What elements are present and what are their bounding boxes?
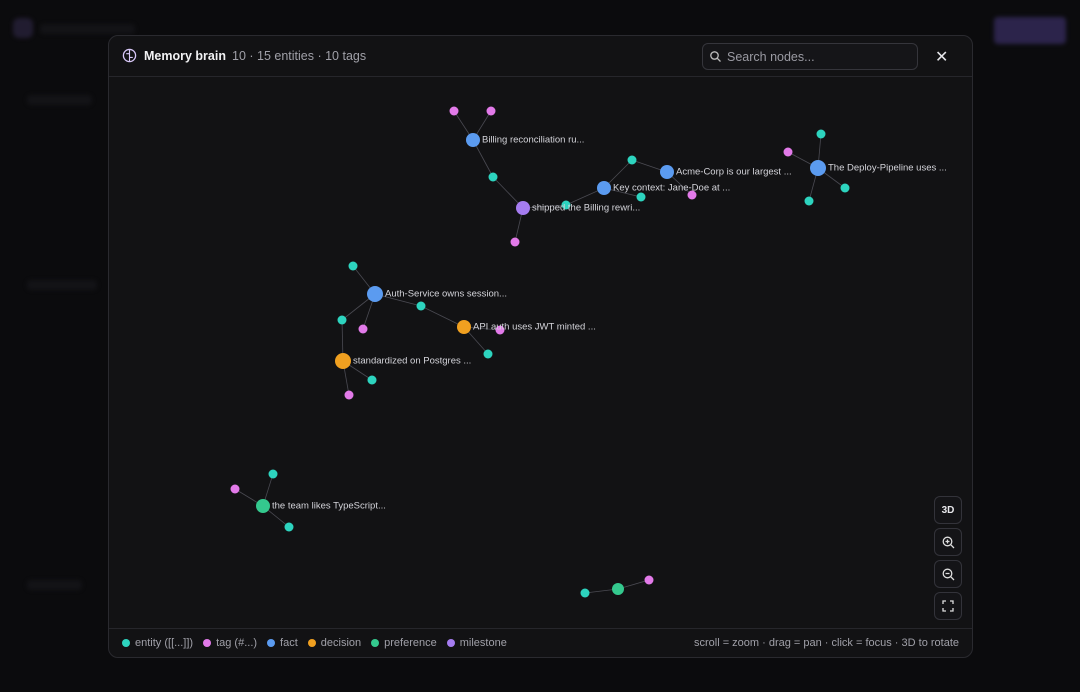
- modal-footer: entity ([[...]]) tag (#...) fact decision pr…: [109, 628, 972, 657]
- entity-node: [268, 469, 278, 479]
- memory-node: [457, 320, 471, 334]
- node-label: standardized on Postgres ...: [353, 356, 471, 367]
- modal-stats: 10 · 15 entities · 10 tags: [232, 49, 367, 63]
- entity-node: [416, 301, 426, 311]
- entity-node: [337, 315, 347, 325]
- tag-node: [486, 106, 496, 116]
- tag-node: [344, 390, 354, 400]
- entity-node: [804, 196, 814, 206]
- fit-button[interactable]: [934, 592, 962, 620]
- sidebar-item: [27, 95, 92, 105]
- legend-item: milestone: [446, 637, 507, 649]
- tag-node: [644, 575, 654, 585]
- tag-node: [510, 237, 520, 247]
- app-button: [994, 17, 1066, 44]
- legend-label: preference: [384, 637, 437, 649]
- zoom-out-button[interactable]: [934, 560, 962, 588]
- legend-item: entity ([[...]]): [122, 637, 193, 649]
- node-label: shipped the Billing rewri...: [532, 203, 640, 214]
- legend-dot: [267, 639, 276, 647]
- memory-node: [367, 286, 383, 302]
- app-name: [40, 24, 135, 34]
- entity-node: [636, 192, 646, 202]
- node-label: the team likes TypeScript...: [272, 501, 386, 512]
- legend-item: tag (#...): [203, 637, 257, 649]
- edge: [522, 204, 567, 209]
- node-label: API auth uses JWT minted ...: [473, 322, 596, 333]
- search-icon: [710, 51, 721, 62]
- entity-node: [840, 183, 850, 193]
- tag-node: [687, 190, 697, 200]
- node-label: Key context: Jane-Doe at ...: [613, 183, 730, 194]
- edge: [472, 139, 494, 178]
- legend-item: decision: [307, 637, 362, 649]
- legend-dot: [203, 639, 212, 647]
- memory-node: [660, 165, 674, 179]
- sidebar-item: [27, 580, 82, 590]
- memory-node: [597, 181, 611, 195]
- legend-label: fact: [280, 637, 298, 649]
- legend: entity ([[...]]) tag (#...) fact decision pr…: [122, 637, 507, 649]
- tag-node: [230, 484, 240, 494]
- search-input[interactable]: Search nodes...: [702, 43, 918, 70]
- entity-node: [483, 349, 493, 359]
- zoom-out-icon: [942, 568, 954, 580]
- mode-label: 3D: [941, 504, 955, 516]
- entity-node: [284, 522, 294, 532]
- legend-label: decision: [320, 637, 362, 649]
- node-label: Auth-Service owns session...: [385, 289, 507, 300]
- entity-node: [348, 261, 358, 271]
- node-label: The Deploy-Pipeline uses ...: [828, 163, 947, 174]
- graph-canvas[interactable]: Billing reconciliation ru... Acme-Corp is…: [109, 77, 972, 629]
- tag-node: [495, 325, 505, 335]
- legend-dot: [446, 639, 455, 647]
- zoom-in-icon: [942, 536, 954, 548]
- memory-node: [516, 201, 530, 215]
- modal-title: Memory brain: [144, 49, 226, 63]
- fit-icon: [942, 600, 954, 612]
- legend-dot: [307, 639, 316, 647]
- entity-node: [816, 129, 826, 139]
- close-button[interactable]: ✕: [935, 49, 949, 66]
- entity-node: [580, 588, 590, 598]
- legend-label: milestone: [459, 637, 507, 649]
- legend-item: fact: [267, 637, 298, 649]
- edge: [420, 305, 465, 328]
- memory-node: [466, 133, 480, 147]
- entity-node: [367, 375, 377, 385]
- entity-node: [561, 200, 571, 210]
- hint: scroll = zoom · drag = pan · click = foc…: [693, 637, 959, 649]
- tag-node: [783, 147, 793, 157]
- node-label: Billing reconciliation ru...: [482, 135, 584, 146]
- sidebar-item: [27, 280, 97, 290]
- legend-dot: [371, 639, 380, 647]
- brain-icon: [122, 48, 137, 63]
- memory-node: [256, 499, 270, 513]
- memory-node: [612, 583, 624, 595]
- legend-item: preference: [371, 637, 437, 649]
- legend-dot: [122, 639, 130, 647]
- edge: [492, 176, 524, 209]
- graph-modal: Memory brain 10 · 15 entities · 10 tags …: [108, 35, 973, 658]
- legend-label: tag (#...): [216, 637, 258, 649]
- node-label: Acme-Corp is our largest ...: [676, 167, 792, 178]
- tag-node: [358, 324, 368, 334]
- entity-node: [627, 155, 637, 165]
- modal-header: Memory brain 10 · 15 entities · 10 tags …: [109, 36, 972, 77]
- mode-button[interactable]: 3D: [934, 496, 962, 524]
- memory-node: [810, 160, 826, 176]
- tag-node: [449, 106, 459, 116]
- memory-node: [335, 353, 351, 369]
- search-placeholder: Search nodes...: [727, 50, 815, 64]
- legend-label: entity ([[...]]): [135, 637, 194, 649]
- entity-node: [488, 172, 498, 182]
- zoom-in-button[interactable]: [934, 528, 962, 556]
- app-logo: [13, 18, 33, 38]
